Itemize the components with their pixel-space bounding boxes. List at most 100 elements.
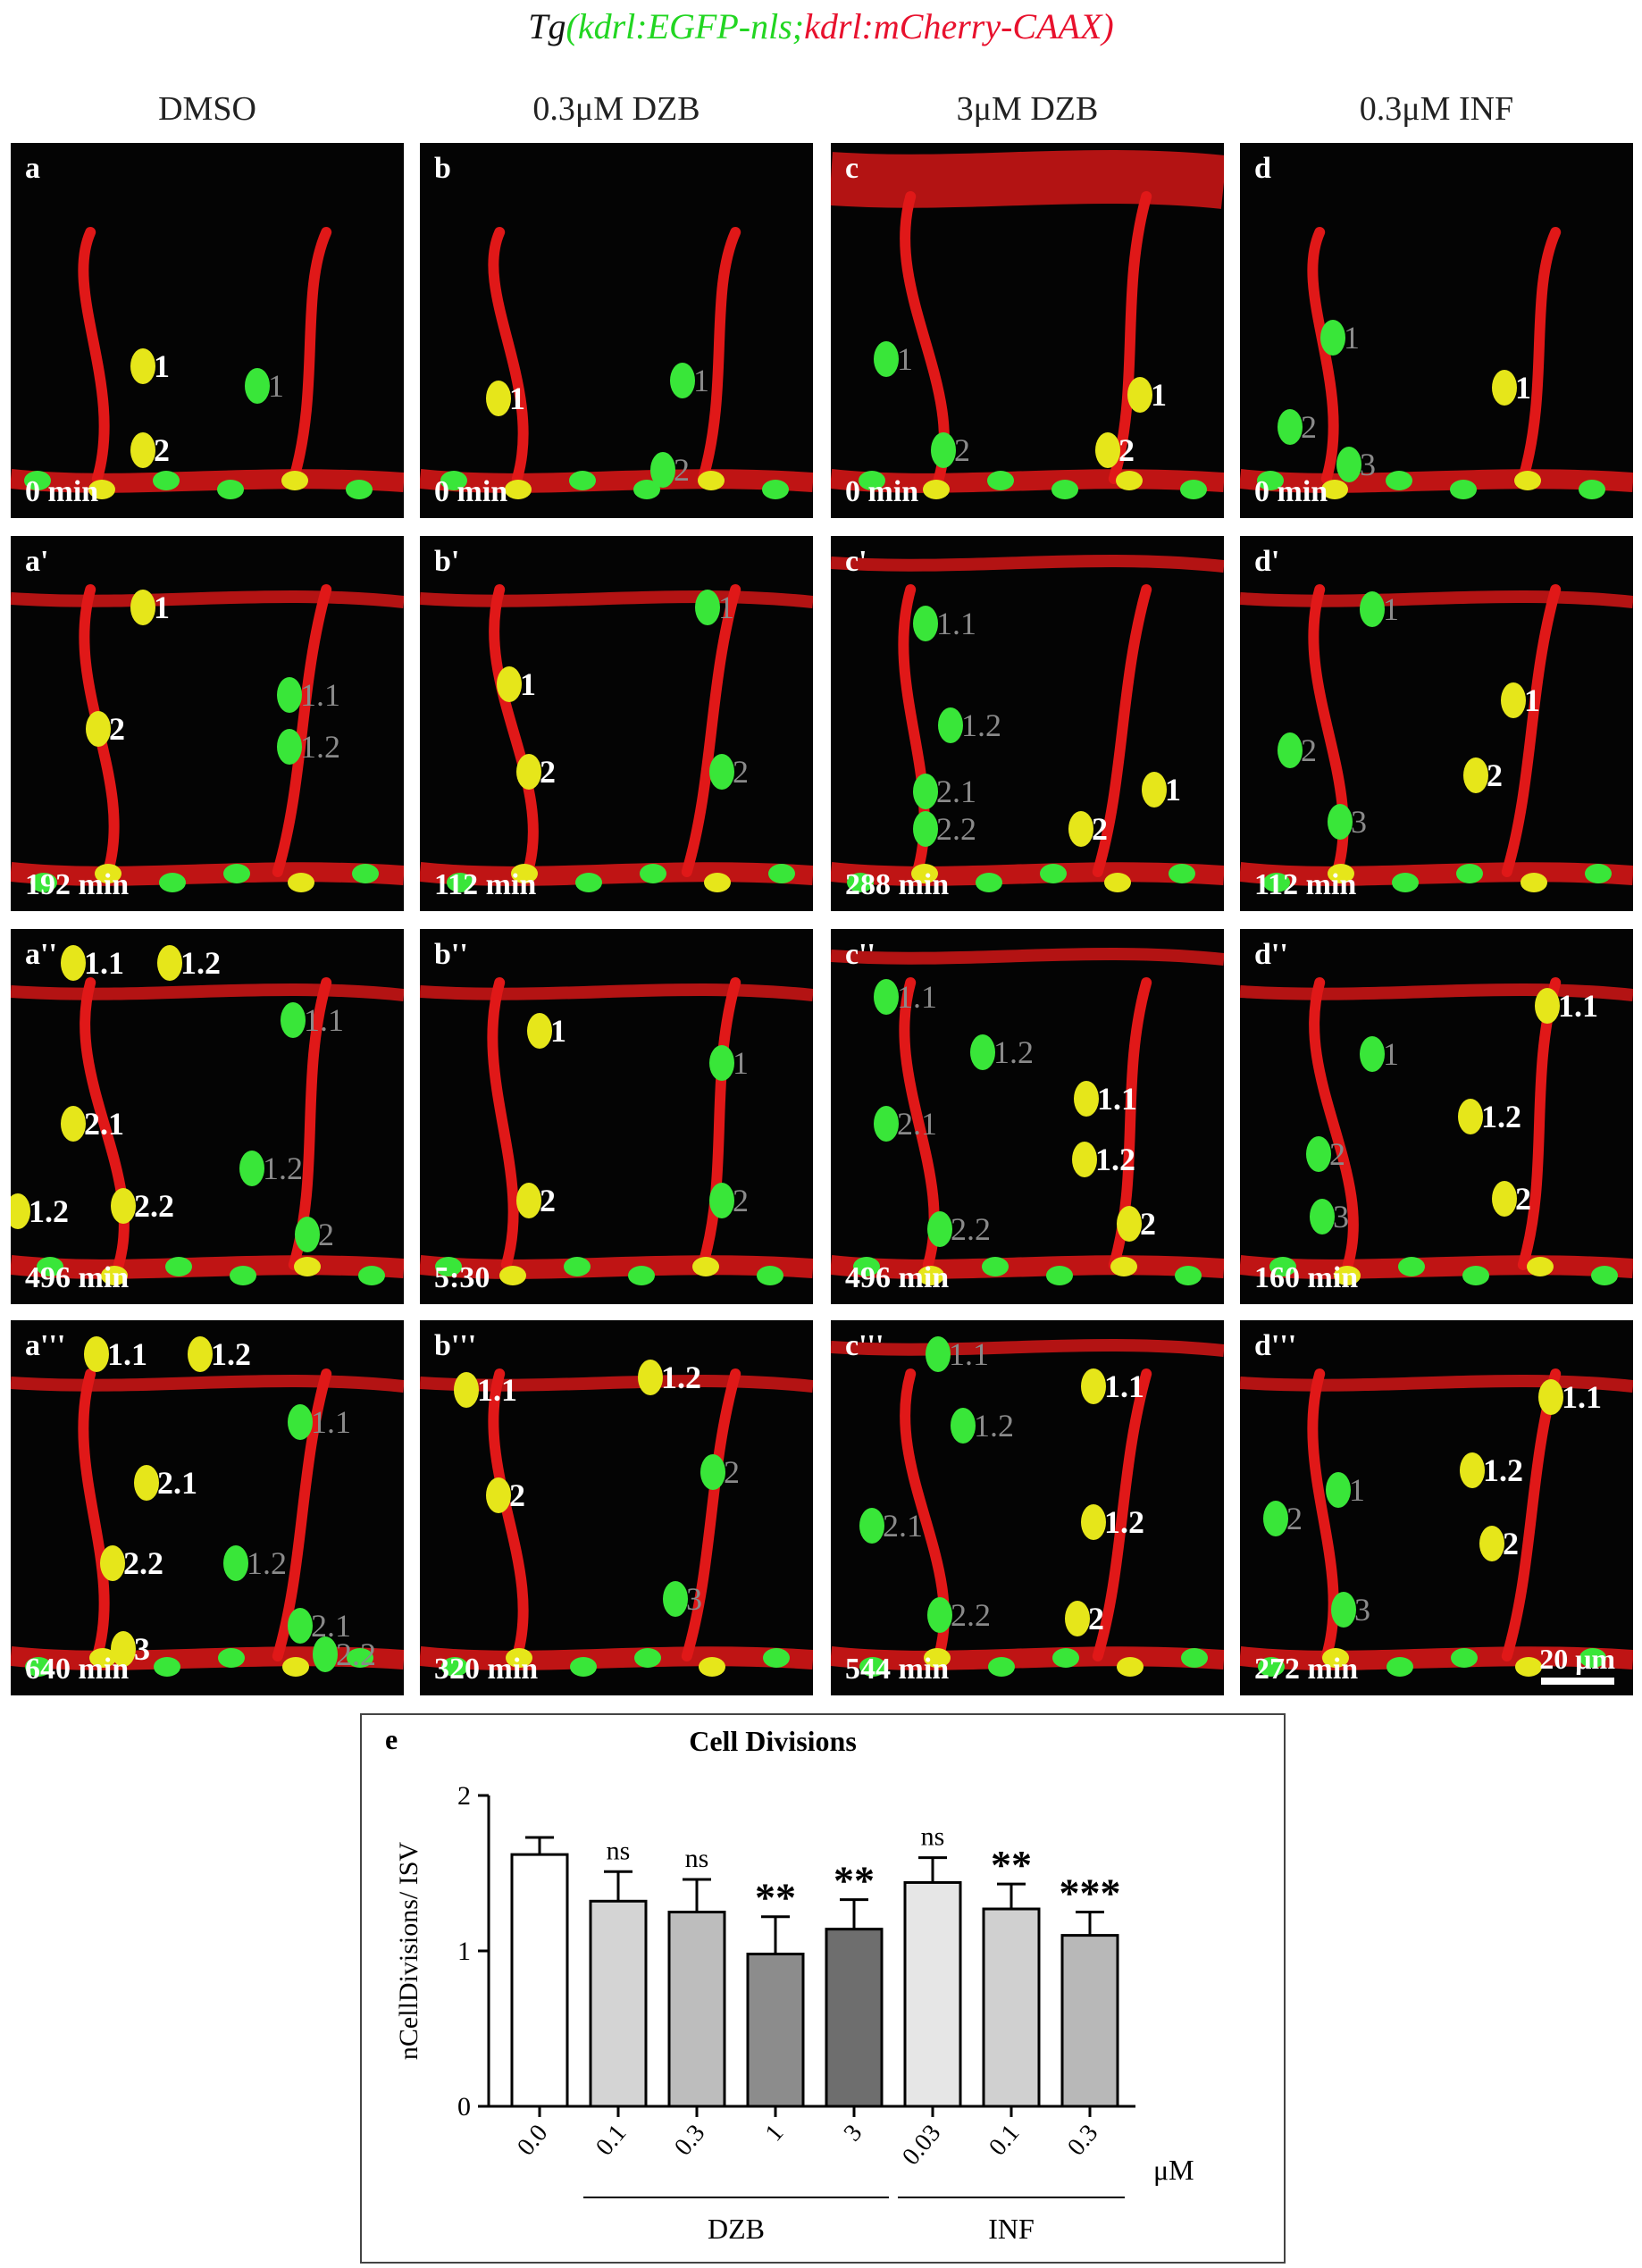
nucleus — [1181, 1648, 1208, 1668]
nucleus — [1175, 1266, 1202, 1285]
cell-nucleus — [1142, 772, 1167, 808]
nucleus — [441, 1657, 468, 1677]
significance-label: *** — [1060, 1870, 1121, 1916]
cell-label: 1.2 — [211, 1336, 251, 1372]
cell-nucleus — [1331, 1592, 1356, 1628]
dorsal-longitudinal-vessel — [420, 590, 813, 608]
x-tick-label: 0.3 — [669, 2120, 710, 2162]
cell-nucleus — [927, 1211, 952, 1247]
nucleus — [982, 1257, 1009, 1276]
cell-label: 2 — [1329, 1136, 1345, 1172]
cell-nucleus — [1306, 1136, 1331, 1172]
nucleus — [768, 864, 795, 883]
cell-nucleus — [245, 368, 270, 404]
cell-nucleus — [1328, 804, 1353, 840]
cell-label: 1.2 — [29, 1193, 69, 1229]
panel-timestamp: 112 min — [434, 868, 537, 901]
cell-nucleus — [130, 590, 155, 625]
cell-label: 2 — [1088, 1601, 1104, 1636]
nucleus — [859, 1657, 886, 1677]
cell-label: 1 — [718, 590, 734, 625]
cell-label: 1.1 — [477, 1372, 517, 1408]
panel-label: a'' — [25, 938, 57, 971]
nucleus — [1514, 471, 1541, 490]
micrograph-panel-appp: 1.1 1.2 1.1 2.1 2.2 1.2 2.1 2.2 3 a''' 640 min — [11, 1320, 404, 1695]
nucleus — [1392, 873, 1419, 892]
nucleus — [88, 480, 115, 499]
nucleus — [698, 471, 725, 490]
cell-nucleus — [927, 1597, 952, 1633]
cell-nucleus — [913, 774, 938, 809]
cell-nucleus — [663, 1581, 688, 1617]
cell-nucleus — [130, 348, 155, 384]
nucleus — [1117, 1657, 1144, 1677]
dorsal-longitudinal-vessel — [420, 983, 813, 1001]
intersegmental-vessel — [681, 1368, 741, 1661]
micrograph-panel-a: 1 2 1 a 0 min — [11, 143, 404, 518]
x-tick-label: 0.1 — [984, 2120, 1025, 2162]
panel-timestamp: 112 min — [1254, 868, 1357, 901]
column-header-dmso: DMSO — [158, 90, 256, 128]
group-label: INF — [988, 2213, 1035, 2245]
cell-nucleus — [1263, 1501, 1288, 1536]
scale-bar: 20 μm — [1539, 1643, 1615, 1685]
panel-timestamp: 320 min — [434, 1653, 539, 1686]
nucleus — [1321, 480, 1348, 499]
panel-background — [1240, 143, 1633, 518]
cell-nucleus — [277, 677, 302, 713]
micrograph-image — [11, 143, 404, 518]
dorsal-longitudinal-vessel — [11, 983, 404, 1001]
nucleus — [499, 1266, 526, 1285]
micrograph-image — [831, 143, 1224, 518]
figure-title: Tg(kdrl:EGFP-nls;kdrl:mCherry-CAAX) — [0, 7, 1642, 46]
cell-label: 2.2 — [936, 811, 976, 847]
nucleus — [435, 1257, 462, 1276]
panel-background — [831, 1320, 1224, 1695]
x-tick-label: 0.0 — [512, 2120, 553, 2162]
intersegmental-vessel — [487, 977, 519, 1270]
cell-nucleus — [527, 1013, 552, 1049]
intersegmental-vessel — [1307, 1368, 1339, 1661]
nucleus — [988, 1657, 1015, 1677]
dorsal-longitudinal-vessel — [831, 149, 1224, 209]
cell-label: 1 — [268, 368, 284, 404]
micrograph-image — [1240, 1320, 1633, 1695]
micrograph-image — [1240, 536, 1633, 911]
dorsal-longitudinal-vessel — [831, 554, 1224, 573]
scale-bar-line — [1540, 1678, 1614, 1685]
micrograph-image — [420, 143, 813, 518]
nucleus — [1257, 471, 1284, 490]
cell-nucleus — [1320, 320, 1345, 356]
column-header-dzb-low: 0.3μM DZB — [532, 90, 700, 128]
micrograph-panel-dpp: 1.1 1 1.2 2 2 3 d'' 160 min — [1240, 929, 1633, 1304]
cell-nucleus — [1336, 447, 1361, 482]
x-tick-label: 0.03 — [897, 2120, 946, 2171]
micrograph-panel-cpp: 1.1 1.2 2.1 2.2 1.1 1.2 2 c'' 496 min — [831, 929, 1224, 1304]
nucleus — [1263, 873, 1290, 892]
panel-label: b — [434, 152, 451, 185]
cell-label: 3 — [1351, 804, 1367, 840]
cell-label: 3 — [1354, 1592, 1370, 1628]
cell-label: 1.2 — [974, 1408, 1014, 1444]
nucleus — [699, 1657, 725, 1677]
significance-label: ns — [685, 1844, 709, 1873]
cell-label: 2 — [109, 711, 125, 747]
bar — [982, 1907, 1041, 2108]
cell-nucleus — [1065, 1601, 1090, 1636]
bar — [746, 1952, 805, 2108]
dorsal-vessel — [11, 1646, 404, 1670]
panel-label: a''' — [25, 1329, 66, 1362]
intersegmental-vessel — [1517, 227, 1562, 484]
dorsal-vessel — [420, 469, 813, 493]
nucleus — [1521, 873, 1547, 892]
cell-label: 2.2 — [123, 1545, 163, 1581]
title-green-part: (kdrl:EGFP-nls; — [565, 6, 805, 46]
cell-label: 1.1 — [1558, 988, 1598, 1024]
micrograph-image — [1240, 143, 1633, 518]
cell-label: 1 — [1515, 370, 1531, 406]
nucleus — [25, 1657, 52, 1677]
cell-nucleus — [454, 1372, 479, 1408]
panel-label: d' — [1254, 545, 1280, 578]
cell-nucleus — [61, 1106, 86, 1142]
nucleus — [1456, 864, 1483, 883]
